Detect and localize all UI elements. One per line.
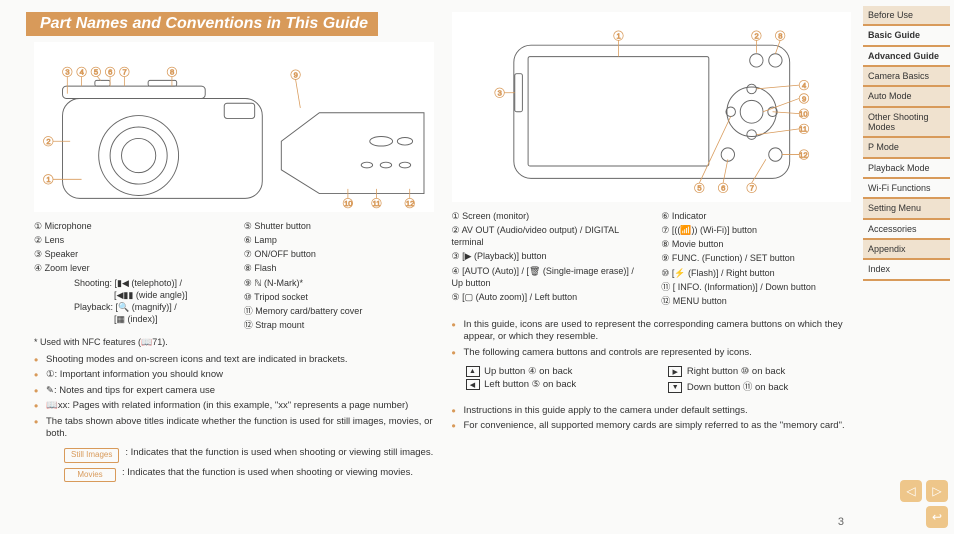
parts-list-left-a: ① Microphone ② Lens ③ Speaker ④ Zoom lev… (34, 220, 224, 333)
nav-item-p-mode[interactable]: P Mode (863, 138, 950, 158)
svg-text:1: 1 (46, 175, 50, 184)
nav-item-index[interactable]: Index (863, 260, 950, 280)
up-arrow-icon: ▲ (466, 366, 480, 377)
svg-text:3: 3 (497, 89, 501, 98)
page-title: Part Names and Conventions in This Guide (34, 12, 378, 36)
nav-item-advanced-guide[interactable]: Advanced Guide (863, 47, 950, 67)
sidebar-nav: Before UseBasic GuideAdvanced GuideCamer… (861, 0, 954, 534)
tag-movies-row: Movies : Indicates that the function is … (64, 467, 434, 482)
right-notes-top: In this guide, icons are used to represe… (452, 319, 852, 362)
svg-text:8: 8 (778, 32, 782, 41)
page-number: 3 (838, 516, 844, 528)
svg-text:7: 7 (749, 184, 753, 193)
right-notes-bottom: Instructions in this guide apply to the … (452, 405, 852, 436)
nfc-footnote: * Used with NFC features (📖71). (34, 337, 434, 348)
svg-text:1: 1 (616, 32, 620, 41)
svg-text:4: 4 (802, 81, 806, 90)
nav-item-basic-guide[interactable]: Basic Guide (863, 26, 950, 46)
nav-item-accessories[interactable]: Accessories (863, 220, 950, 240)
svg-text:12: 12 (799, 150, 807, 159)
prev-page-button[interactable]: ◁ (900, 480, 922, 502)
right-arrow-icon: ▶ (668, 366, 682, 377)
svg-text:5: 5 (697, 184, 701, 193)
svg-text:11: 11 (373, 199, 381, 208)
button-icon-legend: ▲ Up button ④ on back ▶ Right button ⑩ o… (466, 366, 852, 393)
nav-item-wi-fi-functions[interactable]: Wi-Fi Functions (863, 179, 950, 199)
nav-item-playback-mode[interactable]: Playback Mode (863, 159, 950, 179)
nav-item-auto-mode[interactable]: Auto Mode (863, 87, 950, 107)
back-diagram: 1 2 3 4 9 10 11 12 5 6 7 8 (452, 12, 852, 202)
nav-item-before-use[interactable]: Before Use (863, 6, 950, 26)
svg-text:2: 2 (754, 32, 758, 41)
down-arrow-icon: ▼ (668, 382, 682, 393)
svg-text:5: 5 (94, 68, 98, 77)
left-notes: Shooting modes and on-screen icons and t… (34, 354, 434, 443)
nav-item-camera-basics[interactable]: Camera Basics (863, 67, 950, 87)
parts-list-right-b: ⑥ Indicator ⑦ [((📶)) (Wi-Fi)] button ⑧ M… (661, 210, 851, 309)
nav-item-other-shooting-modes[interactable]: Other Shooting Modes (863, 108, 950, 139)
svg-text:4: 4 (80, 68, 84, 77)
svg-text:10: 10 (799, 110, 807, 119)
next-page-button[interactable]: ▷ (926, 480, 948, 502)
svg-text:6: 6 (108, 68, 112, 77)
svg-text:2: 2 (46, 137, 50, 146)
svg-text:3: 3 (65, 68, 69, 77)
nav-item-setting-menu[interactable]: Setting Menu (863, 199, 950, 219)
svg-text:11: 11 (799, 125, 807, 134)
front-diagram: 3 4 5 6 7 8 2 1 9 10 11 12 (34, 42, 434, 212)
return-button[interactable]: ↩ (926, 506, 948, 528)
left-arrow-icon: ◀ (466, 379, 480, 390)
svg-text:7: 7 (122, 68, 126, 77)
svg-text:6: 6 (721, 184, 725, 193)
svg-text:8: 8 (170, 68, 174, 77)
svg-text:10: 10 (344, 199, 352, 208)
nav-item-appendix[interactable]: Appendix (863, 240, 950, 260)
svg-text:9: 9 (294, 71, 298, 80)
still-images-tag: Still Images (64, 448, 119, 462)
svg-text:12: 12 (406, 199, 414, 208)
movies-tag: Movies (64, 468, 116, 482)
parts-list-left-b: ⑤ Shutter button ⑥ Lamp ⑦ ON/OFF button … (244, 220, 434, 333)
tag-still-row: Still Images : Indicates that the functi… (64, 447, 434, 462)
parts-list-right-a: ① Screen (monitor) ② AV OUT (Audio/video… (452, 210, 642, 309)
svg-text:9: 9 (802, 94, 806, 103)
